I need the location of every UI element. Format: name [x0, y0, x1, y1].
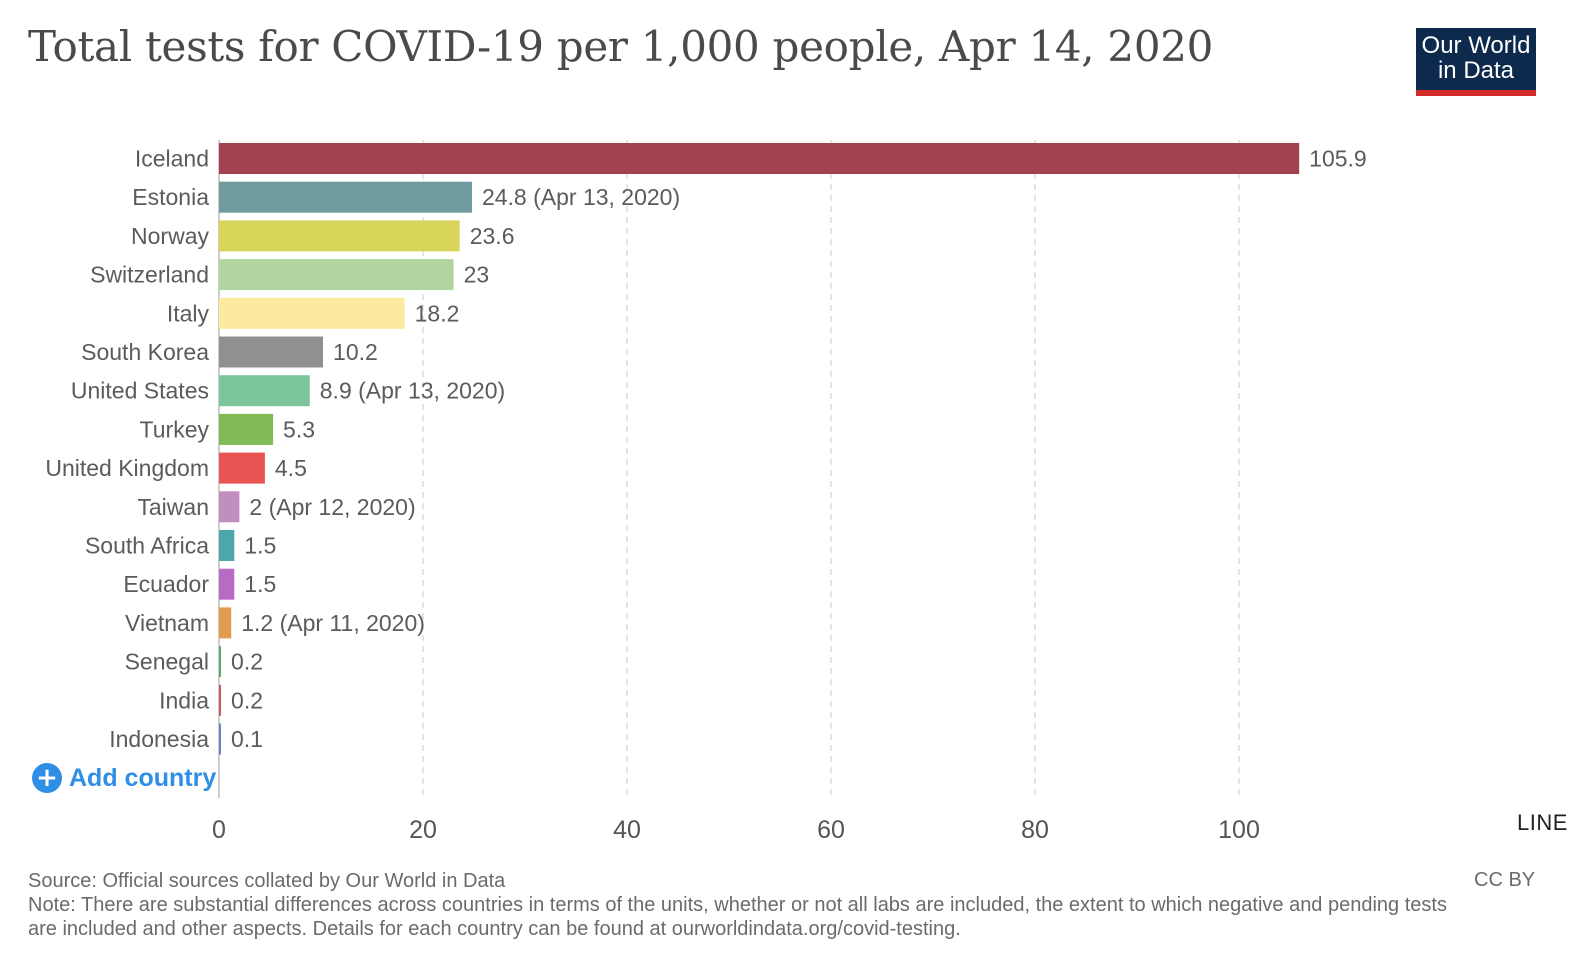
bar[interactable]: [219, 723, 221, 755]
bar[interactable]: [219, 646, 222, 678]
bar[interactable]: [219, 375, 310, 407]
category-label: United States: [71, 378, 209, 404]
value-label: 8.9 (Apr 13, 2020): [320, 378, 505, 404]
category-label: Senegal: [125, 649, 209, 675]
bar[interactable]: [219, 336, 324, 368]
add-country-label: Add country: [69, 763, 217, 792]
bar[interactable]: [219, 491, 240, 523]
note-text: Note: There are substantial differences …: [28, 894, 1447, 940]
category-label: Ecuador: [123, 571, 209, 597]
x-tick-label: 0: [212, 816, 226, 844]
x-tick-label: 60: [817, 816, 845, 844]
category-label: Taiwan: [137, 494, 209, 520]
source-text: Source: Official sources collated by Our…: [28, 870, 506, 892]
add-country-button[interactable]: + Add country: [32, 763, 216, 793]
bar[interactable]: [219, 607, 232, 639]
bar[interactable]: [219, 530, 235, 561]
value-label: 1.5: [244, 533, 276, 559]
value-label: 2 (Apr 12, 2020): [249, 494, 415, 520]
category-label: Turkey: [140, 416, 210, 442]
category-label: Italy: [167, 300, 210, 326]
x-tick-label: 80: [1021, 816, 1049, 844]
x-tick-label: 40: [613, 816, 641, 844]
value-label: 1.2 (Apr 11, 2020): [241, 610, 425, 636]
value-label: 4.5: [275, 455, 307, 481]
logo-line-1: Our World: [1421, 32, 1531, 59]
value-label: 0.2: [231, 649, 263, 675]
category-label: India: [159, 687, 209, 713]
value-label: 10.2: [333, 339, 378, 365]
bar[interactable]: [219, 297, 405, 329]
value-label: 18.2: [415, 300, 460, 326]
category-label: United Kingdom: [45, 455, 209, 481]
bar[interactable]: [219, 684, 222, 716]
value-label: 1.5: [244, 571, 276, 597]
category-label: Iceland: [135, 146, 209, 172]
category-label: Switzerland: [90, 262, 209, 288]
x-axis-ticks: 0 20 40 60 80 100: [212, 816, 1260, 844]
category-label: Vietnam: [125, 610, 209, 636]
category-label: Norway: [131, 223, 209, 249]
category-label: Estonia: [132, 184, 209, 210]
owid-logo[interactable]: Our World in Data: [1416, 28, 1536, 96]
bar[interactable]: [219, 181, 472, 213]
value-label: 105.9: [1309, 146, 1367, 172]
category-label: Indonesia: [109, 726, 209, 752]
value-label: 5.3: [283, 416, 315, 442]
bars: Iceland 105.9 Estonia 24.8 (Apr 13, 2020) No…: [45, 143, 1367, 755]
x-tick-label: 20: [409, 816, 437, 844]
x-tick-label: 100: [1218, 816, 1260, 844]
value-label: 0.2: [231, 687, 263, 713]
footer-notes: Source: Official sources collated by Our…: [28, 869, 1448, 941]
value-label: 23: [464, 262, 490, 288]
line-chart-tab[interactable]: LINE: [1517, 810, 1568, 835]
value-label: 24.8 (Apr 13, 2020): [482, 184, 680, 210]
chart-title: Total tests for COVID-19 per 1,000 peopl…: [28, 22, 1214, 71]
value-label: 0.1: [231, 726, 263, 752]
bar[interactable]: [219, 220, 460, 252]
category-label: South Africa: [85, 533, 209, 559]
bar[interactable]: [219, 143, 1300, 174]
bar[interactable]: [219, 413, 274, 445]
bar[interactable]: [219, 259, 454, 291]
logo-line-2: in Data: [1437, 57, 1515, 84]
bar[interactable]: [219, 452, 265, 484]
bar[interactable]: [219, 568, 235, 600]
category-label: South Korea: [81, 339, 209, 365]
value-label: 23.6: [470, 223, 515, 249]
plus-icon: +: [32, 763, 62, 793]
bar-chart: Iceland 105.9 Estonia 24.8 (Apr 13, 2020) No…: [45, 140, 1367, 844]
license-link[interactable]: CC BY: [1474, 869, 1536, 891]
